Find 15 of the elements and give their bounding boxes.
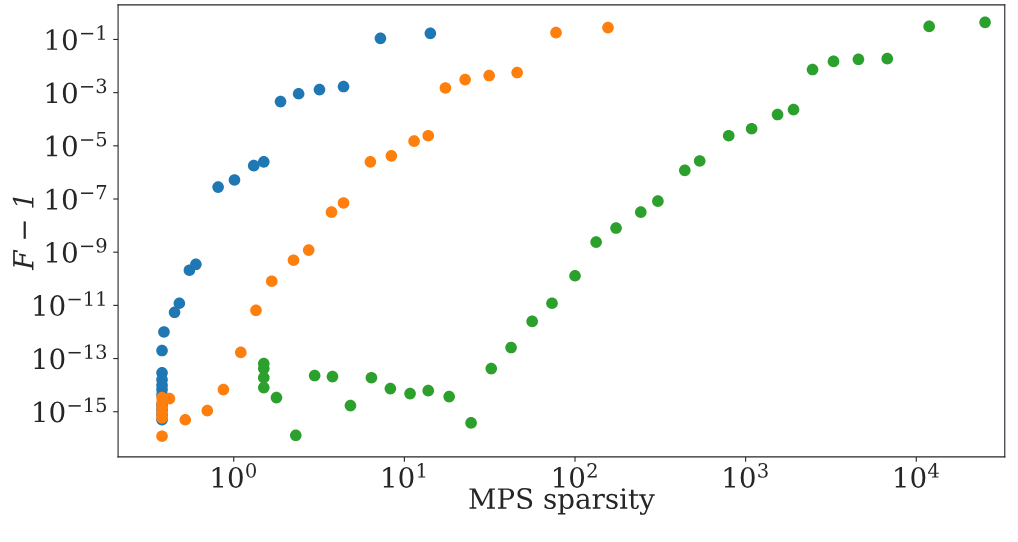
y-tick-label: 10$^{−5}$ xyxy=(46,131,107,157)
y-axis-title: F − 1 xyxy=(12,197,34,271)
x-tick-label: 10$^{0}$ xyxy=(212,463,256,488)
x-tick-label: 10$^{3}$ xyxy=(724,463,768,488)
x-tick-label: 10$^{1}$ xyxy=(383,463,426,488)
y-tick-label: 10$^{−11}$ xyxy=(34,291,105,317)
y-tick-label: 10$^{−13}$ xyxy=(34,344,107,370)
x-axis-title: MPS sparsity xyxy=(469,488,655,515)
x-tick-label: 10$^{4}$ xyxy=(895,463,939,488)
y-tick-label: 10$^{−15}$ xyxy=(34,397,106,423)
y-tick-label: 10$^{−1}$ xyxy=(46,25,105,51)
y-tick-label: 10$^{−7}$ xyxy=(46,185,107,210)
x-tick-label: 10$^{2}$ xyxy=(553,463,597,488)
y-tick-label: 10$^{−3}$ xyxy=(46,78,107,104)
y-tick-label: 10$^{−9}$ xyxy=(46,238,107,263)
